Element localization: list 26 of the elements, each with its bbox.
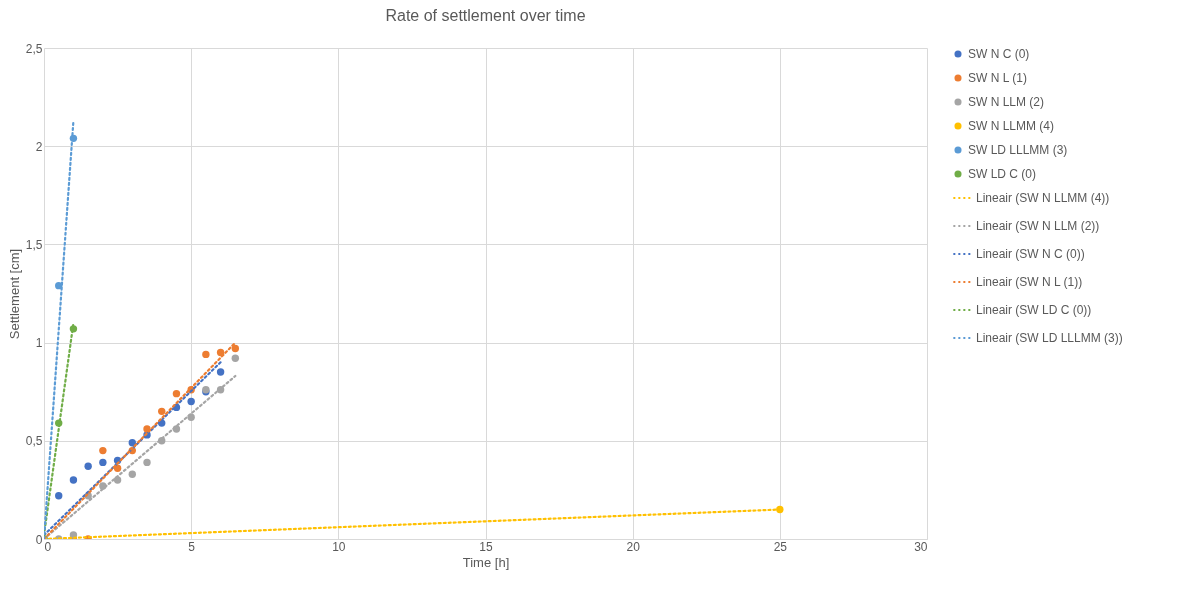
y-tick-label: 0,5 xyxy=(25,434,43,449)
legend-label: Lineair (SW N LLM (2)) xyxy=(976,219,1100,233)
legend-label: Lineair (SW N C (0)) xyxy=(976,247,1085,261)
legend-label: SW N LLMM (4) xyxy=(968,119,1055,133)
y-tick-label: 1,5 xyxy=(25,237,43,252)
y-tick-label: 1 xyxy=(35,336,43,351)
chart-title: Rate of settlement over time xyxy=(385,7,586,24)
legend-label: Lineair (SW N LLMM (4)) xyxy=(976,191,1110,205)
x-tick-label: 30 xyxy=(914,539,928,554)
legend-label: SW LD LLLMM (3) xyxy=(968,143,1068,157)
x-tick-label: 5 xyxy=(188,539,196,554)
x-tick-label: 10 xyxy=(332,539,346,554)
x-tick-label: 15 xyxy=(479,539,493,554)
x-tick-label: 25 xyxy=(773,539,788,554)
legend-label: SW N L (1) xyxy=(968,71,1027,85)
y-axis-title: Settlement [cm] xyxy=(6,248,22,340)
y-tick-label: 2 xyxy=(35,139,43,154)
y-tick-label: 2,5 xyxy=(25,41,43,56)
legend-label: SW N C (0) xyxy=(968,47,1030,61)
legend-label: Lineair (SW LD LLLMM (3)) xyxy=(976,331,1123,345)
legend-label: SW LD C (0) xyxy=(968,167,1037,181)
legend-label: SW N LLM (2) xyxy=(968,95,1045,109)
x-tick-label: 20 xyxy=(626,539,641,554)
legend-label: Lineair (SW N L (1)) xyxy=(976,275,1083,289)
x-axis-title: Time [h] xyxy=(462,554,510,570)
legend-label: Lineair (SW LD C (0)) xyxy=(976,303,1092,317)
